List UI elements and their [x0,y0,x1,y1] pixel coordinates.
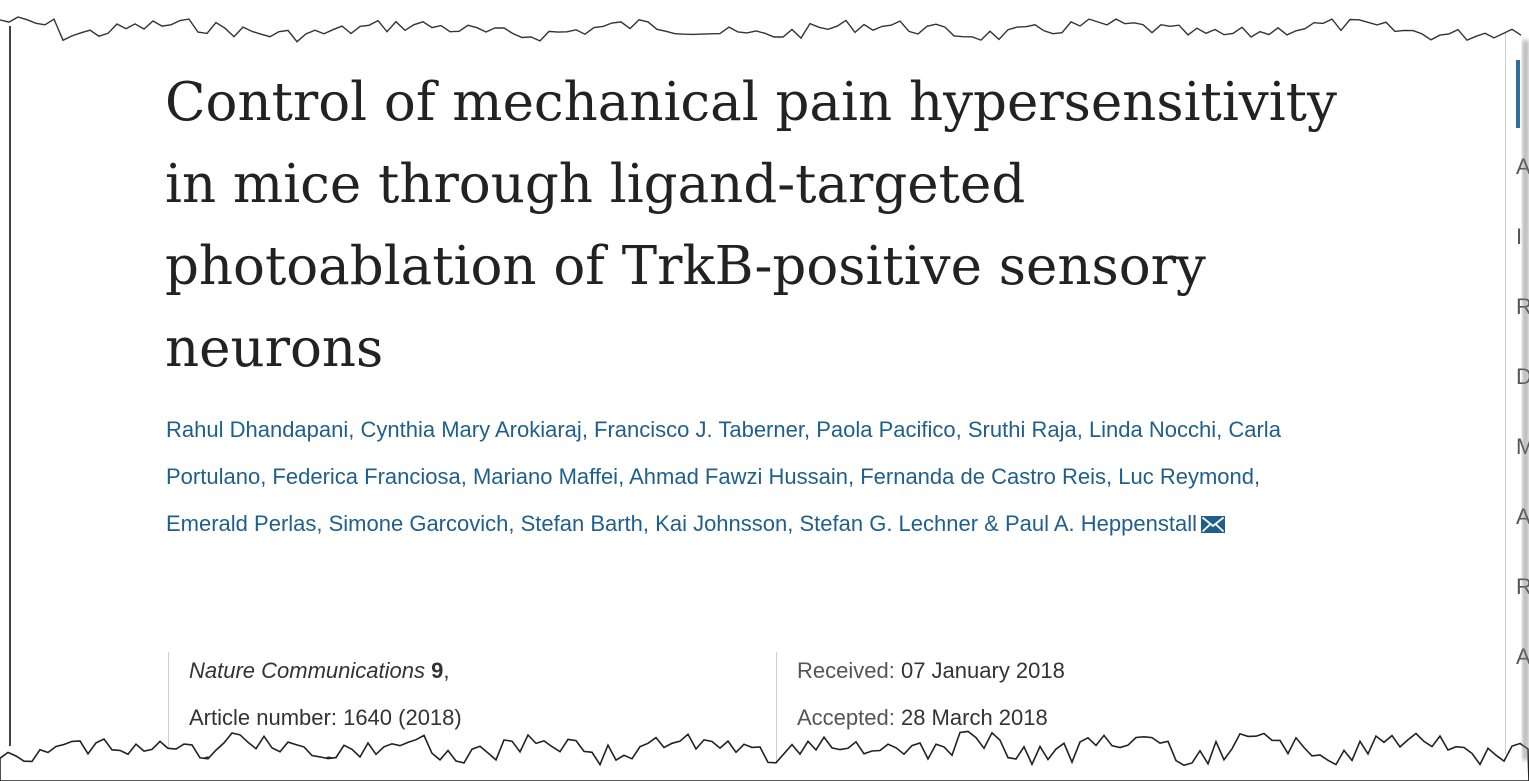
side-nav-item[interactable]: A [1516,644,1529,669]
doi-line[interactable]: 10.1038/s41467-018-0... [189,752,429,778]
author-link[interactable]: Fernanda de Castro Reis [860,464,1106,489]
author-link[interactable]: Paul A. Heppenstall [1004,511,1197,536]
author-link[interactable]: Mariano Maffei [472,464,619,489]
author-link[interactable]: Cynthia Mary Arokiaraj [360,417,582,442]
received-label: Received: [797,658,895,683]
author-link[interactable]: Francisco J. Taberner [594,417,804,442]
author-link[interactable]: Federica Franciosa [272,464,461,489]
side-nav-item[interactable]: M [1516,434,1529,459]
author-link[interactable]: Linda Nocchi [1088,417,1217,442]
torn-top-outline [0,16,1522,43]
article-number-label: Article number: [189,705,337,730]
history-info: Received: 07 January 2018 Accepted: 28 M… [776,652,1477,762]
volume-suffix: , [443,658,450,683]
accepted-label: Accepted: [797,705,895,730]
accepted-line: Accepted: 28 March 2018 [797,705,1048,731]
journal-name[interactable]: Nature Communications [189,658,425,683]
side-nav-item[interactable]: R [1516,294,1529,319]
side-nav-item[interactable]: R [1516,574,1529,599]
accepted-date: 28 March 2018 [900,705,1048,730]
author-link[interactable]: Rahul Dhandapani [166,417,349,442]
journal-volume: 9 [431,658,444,683]
author-link[interactable]: Carla Portulano [166,417,1281,489]
mail-icon[interactable] [1200,516,1225,533]
side-nav-item[interactable]: I [1516,224,1523,249]
article-title: Control of mechanical pain hypersensitiv… [165,72,1337,379]
received-line: Received: 07 January 2018 [797,658,1065,684]
author-link[interactable]: Stefan G. Lechner [799,511,979,536]
side-navigation: A I R D M A R A [1505,24,1529,754]
citation-journal-line: Nature Communications 9, [189,658,449,684]
received-date: 07 January 2018 [900,658,1065,683]
side-nav-item[interactable]: A [1516,504,1529,529]
side-nav-active-indicator [1516,60,1520,128]
citation-info: Nature Communications 9, Article number:… [168,652,769,777]
side-nav-item[interactable]: A [1516,154,1529,179]
author-link[interactable]: Ahmad Fawzi Hussain [629,464,848,489]
article-number-line: Article number: 1640 (2018) [189,705,462,731]
page-left-edge [9,26,11,746]
doi-fragment[interactable]: 10.1038/s41467-018-0... [189,752,429,777]
side-nav-item[interactable]: D [1516,364,1529,389]
author-link[interactable]: Luc Reymond [1118,464,1254,489]
author-link[interactable]: Kai Johnsson [655,511,788,536]
author-link[interactable]: Stefan Barth [520,511,643,536]
author-link[interactable]: Simone Garcovich [328,511,509,536]
author-link[interactable]: Sruthi Raja [967,417,1077,442]
article-number: 1640 (2018) [343,705,462,730]
author-link[interactable]: Paola Pacifico [816,417,956,442]
author-link[interactable]: Emerald Perlas [166,511,317,536]
author-list: Rahul Dhandapani, Cynthia Mary Arokiaraj… [166,417,1281,536]
torn-top-edge [0,0,1529,42]
